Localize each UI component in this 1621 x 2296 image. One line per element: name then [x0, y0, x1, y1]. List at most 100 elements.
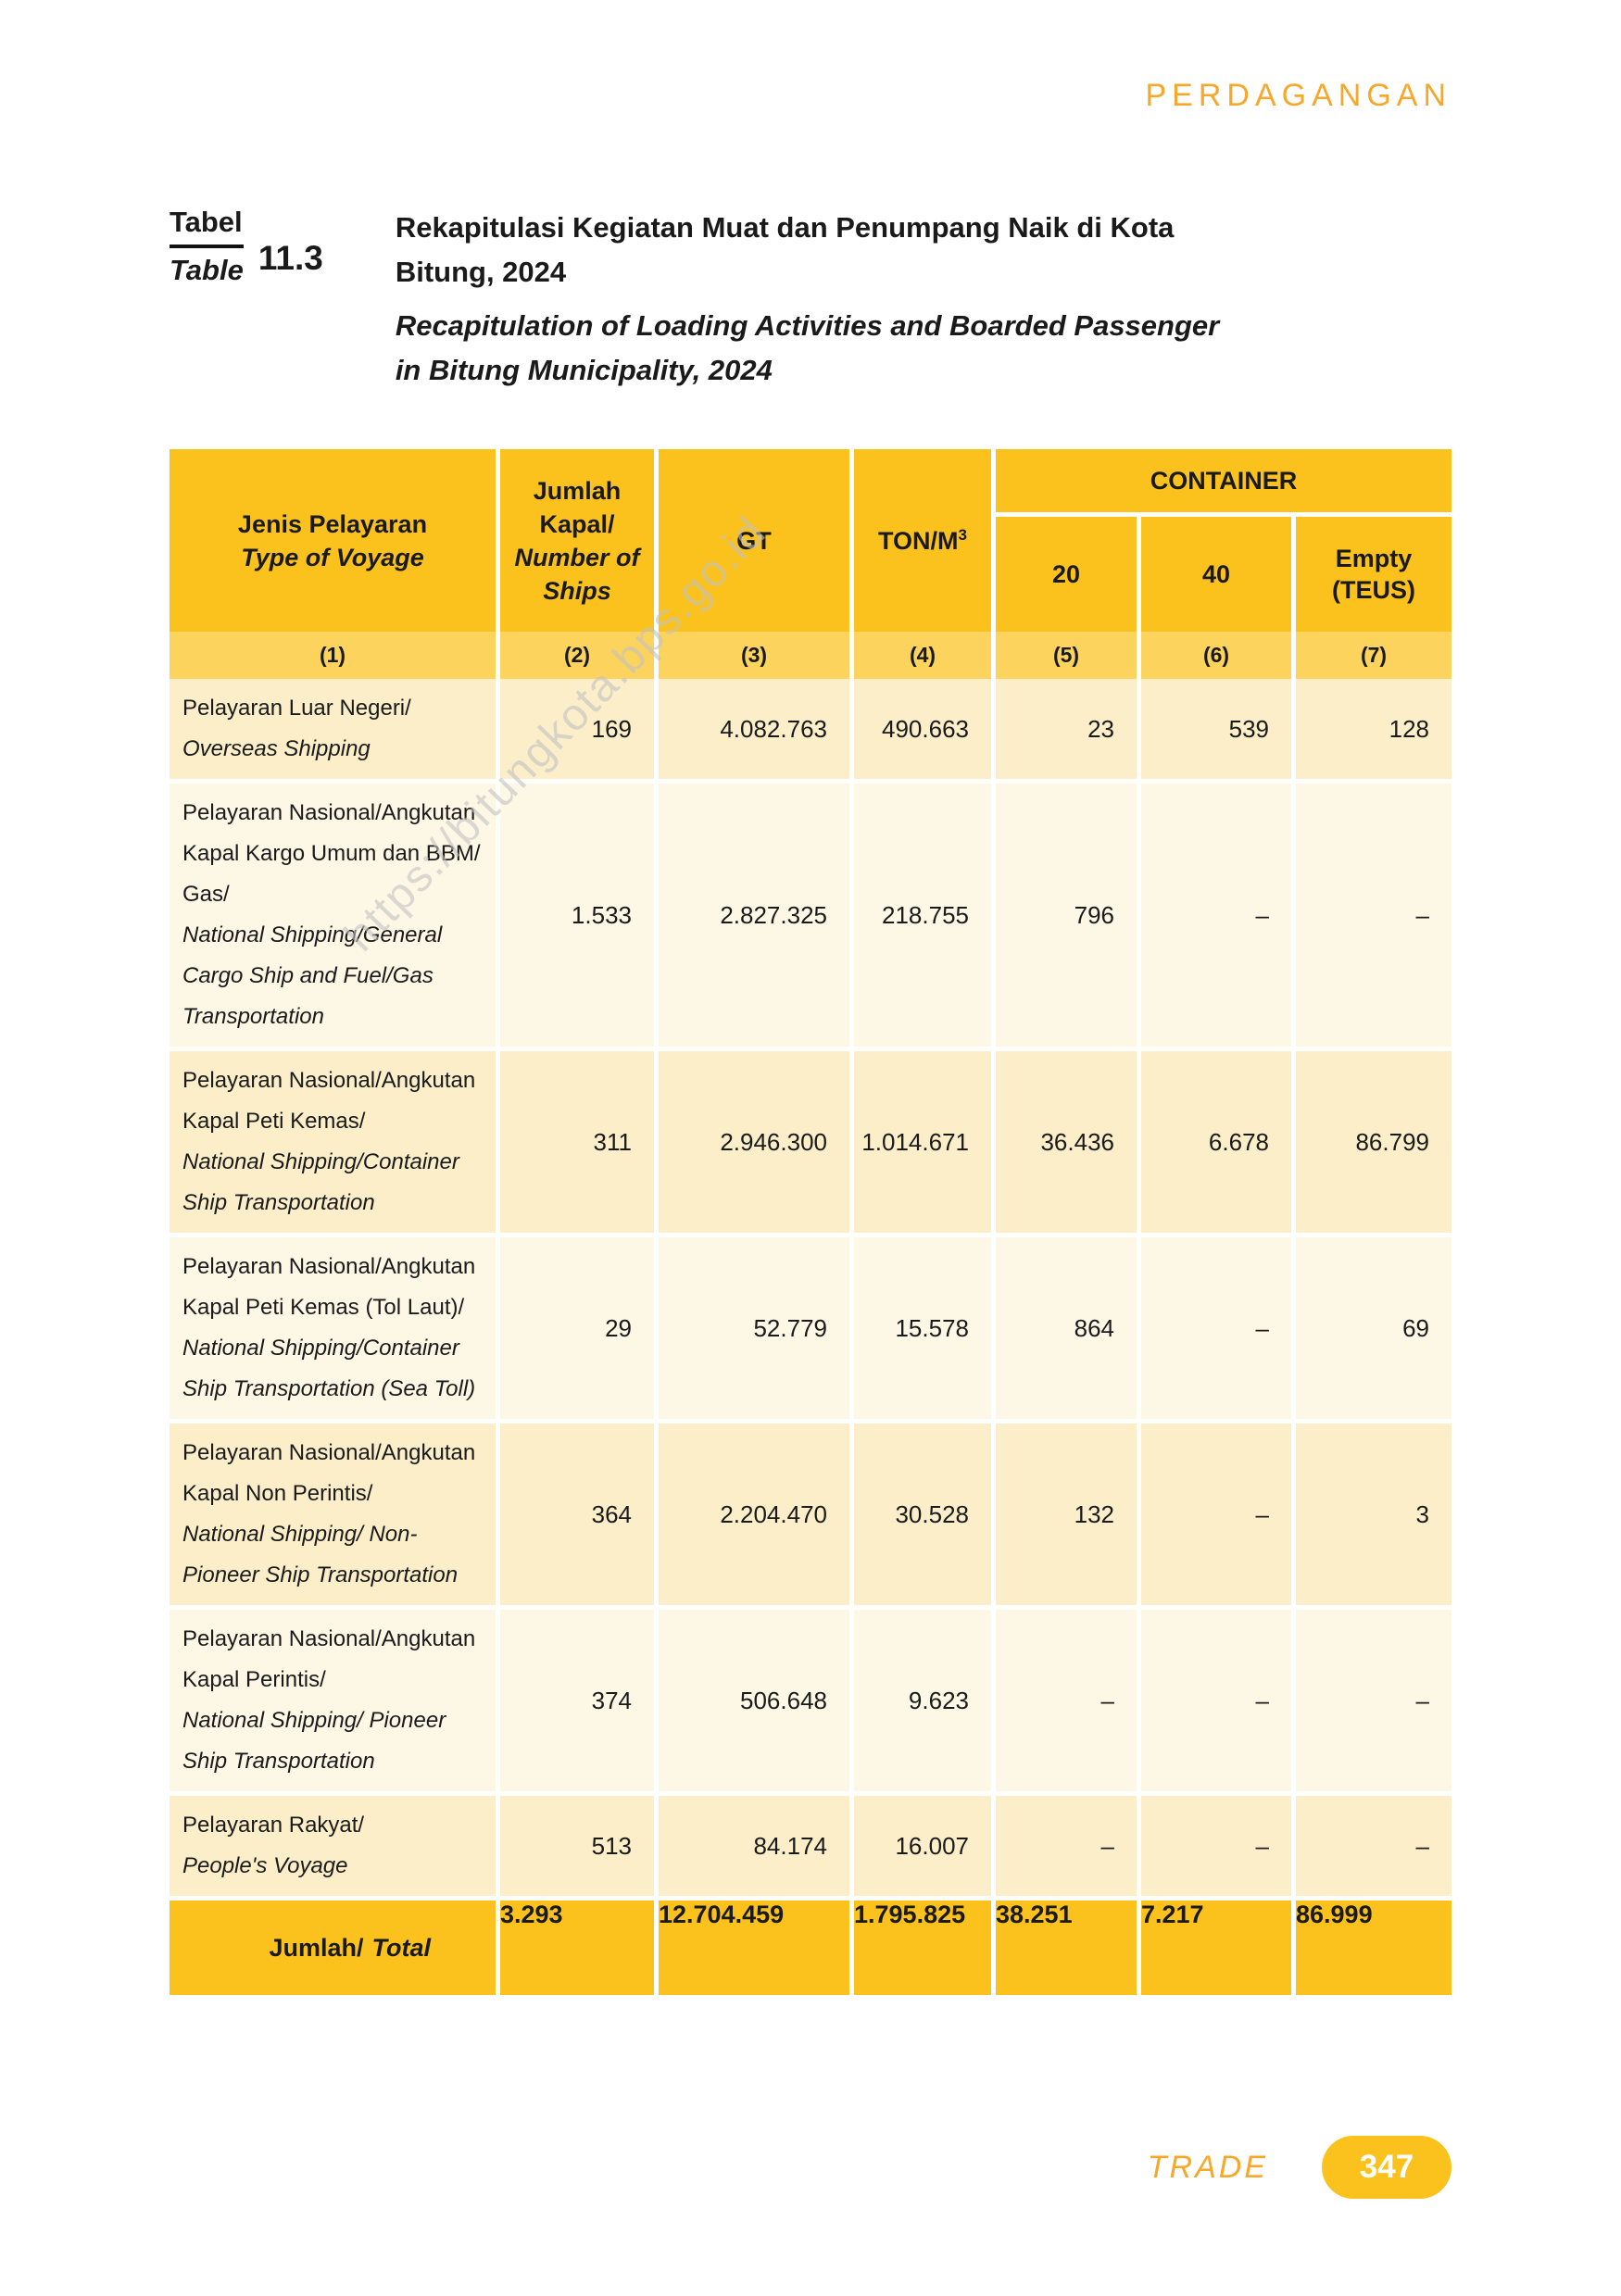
total-label-en: Total — [371, 1933, 432, 1962]
row-value-gt: 2.827.325 — [659, 784, 849, 1047]
row-value-gt: 52.779 — [659, 1237, 849, 1419]
title-line-en-2: in Bitung Municipality, 2024 — [395, 354, 773, 386]
table-total-row: Jumlah/ Total 3.293 12.704.459 1.795.825… — [170, 1901, 1451, 1995]
table-title-text: Rekapitulasi Kegiatan Muat dan Penumpang… — [396, 206, 1457, 393]
row-value-empty-teus: – — [1296, 784, 1451, 1047]
row-value-empty-teus: 3 — [1296, 1424, 1451, 1605]
header-type-of-voyage: Jenis Pelayaran Type of Voyage — [170, 449, 496, 632]
header-container-group: CONTAINER 20 40 Empty (TEUS) — [996, 449, 1451, 632]
header-container-40: 40 — [1141, 517, 1291, 632]
table-row: Pelayaran Nasional/Angkutan Kapal Perint… — [170, 1610, 1451, 1791]
row-value-ships: 29 — [500, 1237, 654, 1419]
row-value-container-20: 132 — [996, 1424, 1137, 1605]
row-label-en: National Shipping/General Cargo Ship and… — [182, 922, 443, 1029]
row-label-en: National Shipping/Container Ship Transpo… — [182, 1336, 476, 1401]
column-number-band: (1) (2) (3) (4) (5) (6) (7) — [170, 632, 1451, 679]
row-value-ships: 374 — [500, 1610, 654, 1791]
column-number-4: (4) — [854, 632, 991, 679]
total-value-ships: 3.293 — [500, 1901, 654, 1995]
total-value-empty-teus: 86.999 — [1296, 1901, 1451, 1995]
total-value-gt: 12.704.459 — [659, 1901, 849, 1995]
row-label-id: Pelayaran Nasional/Angkutan Kapal Peti K… — [182, 1254, 476, 1320]
header-container-20: 20 — [996, 517, 1137, 632]
row-value-gt: 84.174 — [659, 1796, 849, 1896]
table-row: Pelayaran Nasional/Angkutan Kapal Peti K… — [170, 1051, 1451, 1233]
row-label-en: National Shipping/Container Ship Transpo… — [182, 1149, 459, 1215]
column-number-5: (5) — [996, 632, 1137, 679]
row-value-ships: 513 — [500, 1796, 654, 1896]
table-row: Pelayaran Nasional/Angkutan Kapal Non Pe… — [170, 1424, 1451, 1605]
total-value-ton: 1.795.825 — [854, 1901, 991, 1995]
row-label-id: Pelayaran Nasional/Angkutan Kapal Peti K… — [182, 1068, 476, 1134]
row-value-empty-teus: – — [1296, 1610, 1451, 1791]
table-row: Pelayaran Luar Negeri/ Overseas Shipping… — [170, 679, 1451, 779]
row-label-id: Pelayaran Luar Negeri/ — [182, 696, 411, 721]
chapter-label-en: TRADE — [1147, 2149, 1268, 2185]
table-header-row: Jenis Pelayaran Type of Voyage Jumlah Ka… — [170, 449, 1451, 632]
row-label: Pelayaran Nasional/Angkutan Kapal Non Pe… — [170, 1424, 496, 1605]
header-container-label: CONTAINER — [996, 449, 1451, 517]
row-value-container-20: – — [996, 1796, 1137, 1896]
row-value-gt: 4.082.763 — [659, 679, 849, 779]
row-label: Pelayaran Nasional/Angkutan Kapal Kargo … — [170, 784, 496, 1047]
row-label: Pelayaran Luar Negeri/ Overseas Shipping — [170, 679, 496, 779]
row-value-ships: 311 — [500, 1051, 654, 1233]
header-number-of-ships-en: Number of Ships — [514, 543, 640, 605]
column-number-3: (3) — [659, 632, 849, 679]
table-row: Pelayaran Nasional/Angkutan Kapal Kargo … — [170, 784, 1451, 1047]
total-label: Jumlah/ Total — [170, 1901, 496, 1995]
row-value-container-40: 539 — [1141, 679, 1291, 779]
total-value-container-20: 38.251 — [996, 1901, 1137, 1995]
row-label-id: Pelayaran Nasional/Angkutan Kapal Non Pe… — [182, 1440, 476, 1506]
column-number-1: (1) — [170, 632, 496, 679]
row-value-container-40: – — [1141, 1796, 1291, 1896]
table-row: Pelayaran Rakyat/ People's Voyage 513 84… — [170, 1796, 1451, 1896]
row-value-ton: 218.755 — [854, 784, 991, 1047]
title-line-en-1: Recapitulation of Loading Activities and… — [395, 309, 1220, 342]
row-value-ships: 364 — [500, 1424, 654, 1605]
row-label-en: People's Voyage — [182, 1853, 348, 1878]
row-value-container-20: 864 — [996, 1237, 1137, 1419]
row-value-ton: 490.663 — [854, 679, 991, 779]
row-value-ton: 16.007 — [854, 1796, 991, 1896]
row-value-container-40: – — [1141, 1237, 1291, 1419]
header-gt-label: GT — [736, 526, 772, 555]
column-number-6: (6) — [1141, 632, 1291, 679]
row-label: Pelayaran Nasional/Angkutan Kapal Peti K… — [170, 1051, 496, 1233]
row-label: Pelayaran Nasional/Angkutan Kapal Perint… — [170, 1610, 496, 1791]
row-value-container-20: 36.436 — [996, 1051, 1137, 1233]
row-value-ships: 169 — [500, 679, 654, 779]
table-title-block: Tabel Table 11.3 Rekapitulasi Kegiatan M… — [170, 206, 1457, 393]
page-footer: TRADE 347 — [1148, 2136, 1451, 2199]
row-label-en: National Shipping/ Pioneer Ship Transpor… — [182, 1708, 446, 1774]
header-type-of-voyage-id: Jenis Pelayaran — [237, 509, 428, 538]
row-value-container-40: 6.678 — [1141, 1051, 1291, 1233]
row-value-ton: 30.528 — [854, 1424, 991, 1605]
row-label: Pelayaran Rakyat/ People's Voyage — [170, 1796, 496, 1896]
row-value-container-20: 796 — [996, 784, 1137, 1047]
row-value-gt: 2.204.470 — [659, 1424, 849, 1605]
header-number-of-ships-id: Jumlah Kapal/ — [533, 476, 622, 538]
row-value-ships: 1.533 — [500, 784, 654, 1047]
page-number-badge: 347 — [1322, 2136, 1451, 2199]
table-word-en: Table — [170, 254, 244, 286]
row-value-ton: 15.578 — [854, 1237, 991, 1419]
row-value-gt: 2.946.300 — [659, 1051, 849, 1233]
row-value-empty-teus: 128 — [1296, 679, 1451, 779]
row-value-gt: 506.648 — [659, 1610, 849, 1791]
row-value-container-40: – — [1141, 1424, 1291, 1605]
header-type-of-voyage-en: Type of Voyage — [241, 543, 424, 571]
row-label-id: Pelayaran Rakyat/ — [182, 1813, 365, 1838]
total-value-container-40: 7.217 — [1141, 1901, 1291, 1995]
title-line-id-2: Bitung, 2024 — [395, 256, 567, 288]
table-row: Pelayaran Nasional/Angkutan Kapal Peti K… — [170, 1237, 1451, 1419]
header-ton-m3-label: TON/M3 — [878, 525, 967, 555]
row-value-empty-teus: 69 — [1296, 1237, 1451, 1419]
row-value-empty-teus: – — [1296, 1796, 1451, 1896]
row-value-container-40: – — [1141, 1610, 1291, 1791]
header-container-empty-teus: Empty (TEUS) — [1296, 517, 1451, 632]
header-container-subcolumns: 20 40 Empty (TEUS) — [996, 517, 1451, 632]
chapter-label-id: PERDAGANGAN — [1145, 78, 1451, 113]
total-label-id: Jumlah/ — [269, 1933, 364, 1962]
